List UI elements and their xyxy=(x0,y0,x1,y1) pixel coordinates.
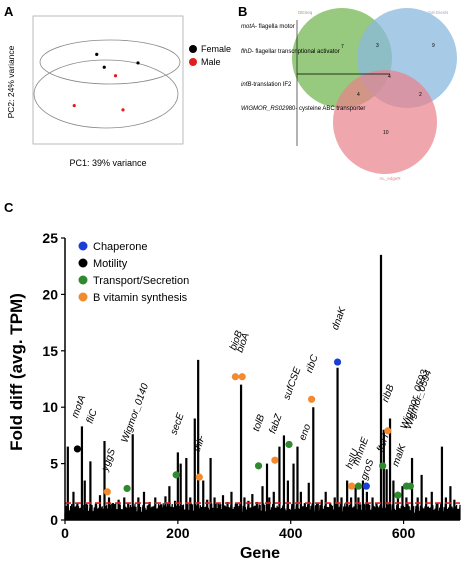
gene-label: yggS xyxy=(99,447,118,473)
y-tick-label: 10 xyxy=(42,399,58,415)
gene-label: ribC xyxy=(304,353,321,375)
annotation-flhd: flhD- flagellar transcriptional activato… xyxy=(241,49,340,55)
legend-bvitamin-label: B vitamin synthesis xyxy=(93,292,188,304)
female-ellipse xyxy=(39,39,181,85)
panel-a-ylabel: PC2: 24% variance xyxy=(6,45,16,118)
gene-label: ribB xyxy=(380,383,397,404)
panel-c-legend: Chaperone Motility Transport/Secretion B… xyxy=(78,241,189,304)
x-tick-label: 400 xyxy=(279,525,303,541)
legend-bvitamin-marker xyxy=(78,292,88,302)
category-marker xyxy=(271,456,279,464)
x-tick-label: 200 xyxy=(166,525,190,541)
category-marker xyxy=(172,471,180,479)
x-tick-label: 0 xyxy=(61,525,69,541)
venn-label-edger: AL_edgeR xyxy=(379,176,401,181)
category-marker xyxy=(285,440,293,449)
panel-b-label: B xyxy=(238,4,247,19)
legend-chaperone-marker xyxy=(78,241,88,251)
y-tick-label: 5 xyxy=(50,456,58,472)
y-tick-label: 20 xyxy=(42,286,58,302)
pca-point-female-1 xyxy=(102,65,106,69)
gene-label: malK xyxy=(390,442,409,468)
annotation-infb: infB-translation IF2 xyxy=(241,82,292,88)
gene-label: Wigmor_0140 xyxy=(120,382,152,445)
venn-circle-edger xyxy=(333,70,437,174)
gene-label: secE xyxy=(169,411,187,436)
panel-c-xlabel: Gene xyxy=(240,545,280,562)
annotation-wigmor: WIGMOR_RS02980- cysteine ABC transporter xyxy=(241,106,365,112)
pca-point-female-0 xyxy=(95,52,99,57)
panel-a-legend: Female Male xyxy=(189,44,231,67)
legend-chaperone-label: Chaperone xyxy=(93,241,147,253)
venn-count-deseq-sal: 3 xyxy=(376,43,379,49)
y-tick-label: 0 xyxy=(50,512,58,528)
y-tick-label: 15 xyxy=(42,343,58,359)
venn-count-deseq-edger: 4 xyxy=(357,92,360,98)
panel-c-ylabel: Fold diff (avg. TPM) xyxy=(7,293,26,451)
category-marker xyxy=(195,473,203,481)
panel-a-frame xyxy=(32,15,184,145)
panel-a-plot xyxy=(32,15,184,145)
category-marker xyxy=(333,358,342,366)
venn-label-deseq: DESeq xyxy=(298,10,313,15)
gene-label: fabZ xyxy=(267,412,284,435)
category-marker xyxy=(231,373,240,381)
category-marker xyxy=(238,373,246,381)
panel-a-xlabel: PC1: 39% variance xyxy=(69,158,146,168)
panel-a-label: A xyxy=(4,4,14,19)
y-tick-label: 25 xyxy=(42,230,58,246)
pca-point-male-1 xyxy=(72,104,76,108)
legend-motility-marker xyxy=(78,258,88,268)
gene-label: eno xyxy=(297,422,313,442)
gene-label: tolB xyxy=(251,413,267,433)
venn-annotations: motA- flagella motor flhD- flagellar tra… xyxy=(241,24,365,112)
venn-count-deseq: 7 xyxy=(341,44,344,50)
category-marker xyxy=(394,491,402,499)
venn-label-sal: Sal-DiesN xyxy=(428,10,448,15)
category-marker xyxy=(362,482,370,490)
gene-label: motA xyxy=(70,394,88,420)
venn-diagram: DESeq Sal-DiesN AL_edgeR 7 3 9 4 4 2 10 xyxy=(292,8,457,181)
gene-label: dnaK xyxy=(330,305,349,332)
gene-label: sufCSE xyxy=(282,366,304,402)
category-marker xyxy=(348,482,356,490)
panel-c-label: C xyxy=(4,200,14,215)
category-marker xyxy=(254,462,263,470)
legend-transport-marker xyxy=(78,275,88,285)
venn-count-sal-edger: 2 xyxy=(419,92,422,98)
category-marker xyxy=(307,395,316,403)
pca-point-male-2 xyxy=(121,108,125,112)
category-marker xyxy=(379,462,387,470)
annotation-mota: motA- flagella motor xyxy=(241,24,295,30)
gene-label: fliC xyxy=(85,407,101,425)
category-marker xyxy=(354,482,363,490)
x-tick-label: 600 xyxy=(392,525,416,541)
male-ellipse xyxy=(33,59,179,129)
pca-point-male-0 xyxy=(113,74,118,78)
category-marker xyxy=(103,488,111,496)
legend-female-label: Female xyxy=(201,44,231,54)
pca-point-female-2 xyxy=(136,61,140,65)
legend-transport-label: Transport/Secretion xyxy=(93,275,189,287)
venn-count-edger: 10 xyxy=(383,130,389,136)
category-marker xyxy=(73,445,82,453)
venn-count-all: 4 xyxy=(388,74,391,80)
category-marker xyxy=(123,484,131,493)
venn-count-sal: 9 xyxy=(432,43,435,49)
category-marker xyxy=(384,427,392,435)
legend-female-marker xyxy=(189,45,197,53)
category-marker xyxy=(406,482,414,490)
legend-motility-label: Motility xyxy=(93,258,128,270)
legend-male-marker xyxy=(189,58,197,66)
legend-male-label: Male xyxy=(201,57,221,67)
